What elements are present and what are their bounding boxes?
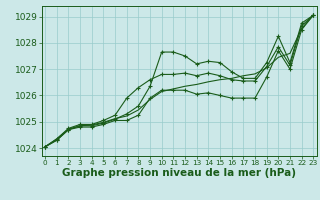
X-axis label: Graphe pression niveau de la mer (hPa): Graphe pression niveau de la mer (hPa) xyxy=(62,168,296,178)
